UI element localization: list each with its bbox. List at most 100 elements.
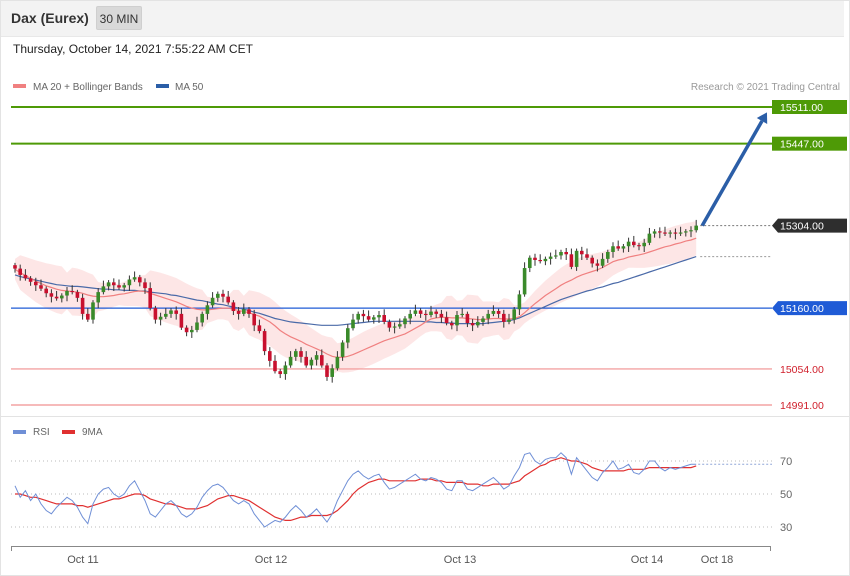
candle-bear	[502, 313, 506, 322]
candle-bear	[658, 231, 662, 233]
candle-bear	[86, 313, 90, 320]
candle-bear	[247, 309, 251, 314]
candle-bull	[548, 256, 553, 259]
time-axis-label: Oct 18	[701, 554, 733, 566]
time-axis-label: Oct 12	[255, 554, 287, 566]
bollinger-band	[15, 221, 697, 375]
candle-bull	[346, 328, 350, 343]
candle-bear	[143, 282, 147, 289]
pivot-level-tag	[772, 301, 847, 316]
candle-bull	[356, 313, 360, 320]
candle-bear	[18, 268, 22, 275]
candle-bull	[403, 318, 407, 325]
candle-bear	[278, 371, 282, 375]
chart-datetime: Thursday, October 14, 2021 7:55:22 AM CE…	[13, 42, 253, 56]
candle-bear	[533, 257, 537, 261]
candle-bull	[309, 359, 314, 366]
ma50-legend-label: MA 50	[175, 82, 204, 93]
candle-bull	[522, 268, 527, 295]
candle-bull	[476, 321, 480, 326]
candle-bear	[434, 311, 438, 314]
rsi-ma-legend-label: 9MA	[82, 427, 103, 438]
candle-bull	[642, 242, 646, 247]
candle-bull	[626, 241, 631, 247]
instrument-title: Dax (Eurex)	[11, 10, 89, 26]
candle-bull	[398, 324, 402, 327]
candle-bear	[444, 317, 449, 324]
candle-bear	[44, 288, 48, 294]
candle-bull	[512, 309, 516, 320]
candle-bear	[268, 351, 272, 361]
candle-bull	[164, 313, 168, 317]
rsi-ma-legend-swatch	[62, 430, 75, 434]
candle-bear	[470, 323, 475, 326]
candle-bull	[528, 257, 532, 269]
candle-bull	[621, 246, 626, 249]
ma20-legend-swatch	[13, 84, 26, 88]
rsi-level-label: 30	[780, 522, 792, 534]
candle-bull	[158, 316, 163, 320]
forecast-arrow-head	[756, 112, 768, 124]
candle-bull	[294, 351, 298, 357]
candle-bull	[678, 232, 683, 234]
candle-bull	[127, 279, 132, 286]
candle-bull	[507, 319, 511, 322]
candle-bear	[226, 296, 230, 303]
support-level-label: 14991.00	[780, 400, 824, 412]
candle-bear	[424, 313, 428, 316]
candle-bear	[418, 310, 423, 314]
candle-bear	[382, 315, 386, 322]
target-level-tag	[772, 100, 847, 114]
timeframe-button[interactable]: 30 MIN	[96, 6, 142, 30]
candle-bull	[694, 225, 698, 231]
ma20-legend-label: MA 20 + Bollinger Bands	[33, 82, 143, 93]
candle-bull	[314, 355, 319, 360]
candle-bear	[387, 321, 392, 328]
candle-bull	[408, 313, 412, 319]
candle-bear	[13, 265, 17, 269]
candle-bear	[366, 316, 371, 320]
ma20-line	[14, 237, 697, 358]
candle-bull	[288, 356, 293, 366]
target-level-tag	[772, 136, 847, 151]
candle-bear	[564, 251, 568, 255]
candle-bull	[574, 250, 579, 267]
candle-bull	[517, 294, 522, 310]
candle-bear	[23, 274, 28, 279]
candle-bull	[491, 311, 496, 314]
rsi-line	[14, 452, 697, 528]
candle-bull	[647, 233, 652, 243]
candle-bear	[580, 250, 584, 255]
candle-bear	[112, 282, 116, 286]
candle-bull	[392, 326, 397, 328]
candle-bear	[465, 313, 470, 324]
candle-bull	[606, 251, 610, 259]
support-level-label: 15054.00	[780, 364, 824, 376]
rsi-ma-line	[15, 457, 697, 521]
candle-bull	[600, 258, 605, 266]
candle-bear	[590, 257, 594, 264]
candle-bull	[689, 230, 693, 232]
candle-bull	[372, 317, 376, 320]
candle-bull	[60, 295, 64, 299]
candle-bull	[205, 305, 210, 314]
candle-bear	[273, 360, 277, 372]
time-axis-label: Oct 13	[444, 554, 476, 566]
candle-bear	[585, 254, 589, 258]
forecast-arrow-shaft	[700, 120, 764, 227]
candle-bull	[486, 313, 490, 319]
candle-bear	[595, 263, 600, 266]
candle-bear	[304, 356, 308, 366]
candle-bear	[153, 308, 158, 320]
candle-bear	[320, 355, 324, 366]
candle-bull	[169, 310, 173, 314]
candle-bull	[216, 293, 220, 298]
candle-bull	[543, 258, 548, 262]
rsi-legend-label: RSI	[33, 427, 50, 438]
rsi-level-label: 70	[780, 456, 792, 468]
candle-bull	[96, 292, 100, 303]
candle-bear	[231, 302, 236, 312]
ma50-legend-swatch	[156, 84, 169, 88]
candle-bull	[330, 368, 334, 377]
rsi-level-label: 50	[780, 489, 792, 501]
